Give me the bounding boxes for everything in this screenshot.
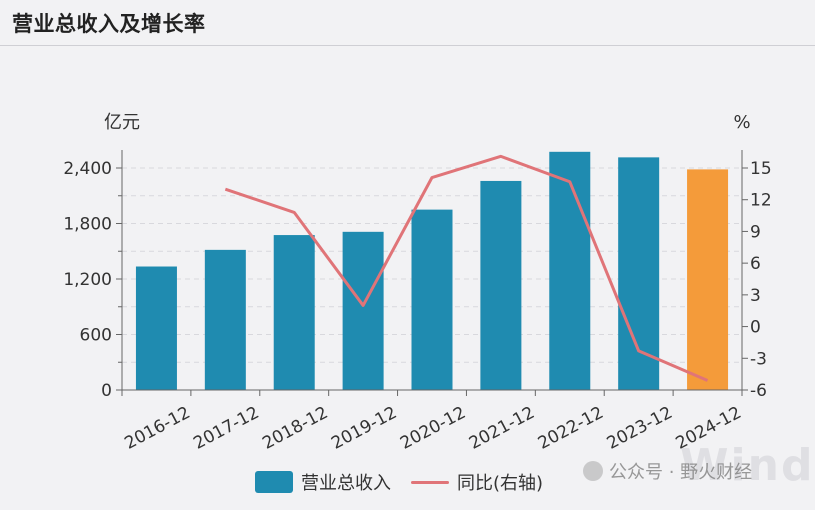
left-tick-label: 0: [101, 381, 112, 401]
right-tick-label: 3: [750, 286, 761, 306]
right-tick-label: 12: [750, 191, 772, 211]
wechat-icon: [583, 461, 603, 481]
watermark-text: 公众号 · 野火财经: [609, 462, 753, 483]
left-tick-label: 600: [80, 326, 112, 346]
bar-2024-12: [687, 169, 729, 390]
legend: 营业总收入 同比(右轴): [255, 468, 543, 496]
legend-item-yoy: 同比(右轴): [411, 469, 543, 495]
x-tick-label: 2018-12: [259, 403, 331, 454]
bar-2019-12: [342, 231, 384, 390]
bar-2023-12: [618, 157, 660, 390]
right-axis-label: %: [733, 112, 750, 133]
right-tick-label: 0: [750, 318, 761, 338]
bar-2020-12: [411, 209, 453, 390]
x-tick-label: 2016-12: [122, 403, 194, 454]
x-tick-label: 2020-12: [397, 403, 469, 454]
bars: [135, 151, 729, 390]
bar-2017-12: [204, 249, 246, 390]
x-tick-label: 2022-12: [535, 403, 607, 454]
bar-2018-12: [273, 235, 315, 390]
x-tick-label: 2023-12: [604, 403, 676, 454]
yoy-line: [224, 154, 709, 382]
legend-line-swatch: [411, 480, 449, 484]
bar-2021-12: [480, 180, 522, 390]
x-tick-label: 2019-12: [328, 403, 400, 454]
header: 营业总收入及增长率: [0, 0, 815, 46]
left-tick-label: 1,800: [63, 215, 112, 235]
legend-label-revenue: 营业总收入: [301, 473, 391, 494]
x-tick-label: 2021-12: [466, 403, 538, 454]
right-tick-label: 15: [750, 159, 772, 179]
x-tick-label: 2017-12: [190, 403, 262, 454]
bar-2016-12: [135, 266, 177, 390]
bar-2022-12: [549, 151, 591, 390]
chart-title: 营业总收入及增长率: [12, 12, 206, 36]
legend-bar-swatch: [255, 471, 293, 493]
watermark: 公众号 · 野火财经: [583, 458, 752, 484]
right-tick-label: -3: [750, 349, 767, 369]
left-tick-label: 1,200: [63, 270, 112, 290]
left-axis-label: 亿元: [104, 112, 140, 133]
right-tick-label: 6: [750, 254, 761, 274]
left-tick-label: 2,400: [63, 159, 112, 179]
legend-label-yoy: 同比(右轴): [457, 473, 544, 494]
legend-item-revenue: 营业总收入: [255, 469, 391, 495]
wind-watermark-logo: Wind: [680, 440, 815, 491]
right-tick-label: -6: [750, 381, 767, 401]
right-tick-label: 9: [750, 222, 761, 242]
yoy-line-path: [224, 154, 709, 382]
